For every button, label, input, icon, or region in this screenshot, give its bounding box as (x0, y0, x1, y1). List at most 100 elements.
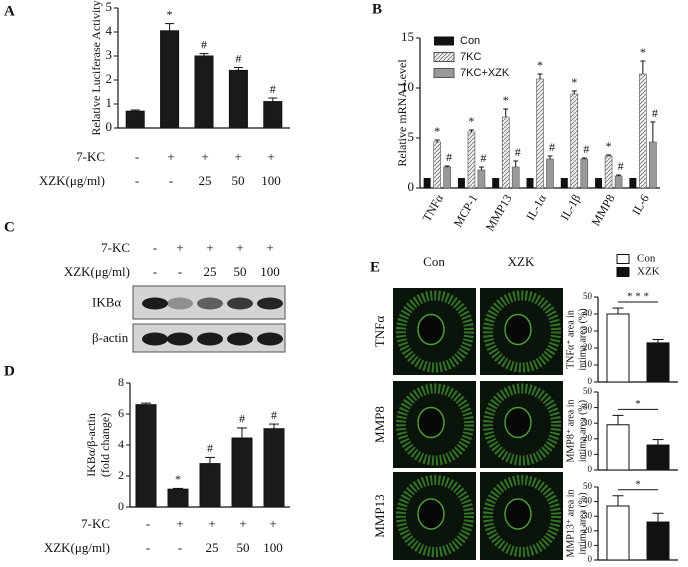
treatment-value: - (135, 173, 139, 188)
row-label: TNFα (372, 316, 387, 348)
row-label: MMP8 (372, 406, 387, 443)
treatment-value: - (146, 540, 150, 555)
y-tick-label: 2 (106, 71, 113, 86)
panel-label: B (372, 1, 382, 17)
bar (501, 116, 510, 189)
legend-swatch (616, 267, 630, 277)
significance-mark: # (239, 412, 245, 426)
vessel-wall (396, 475, 474, 557)
treatment-value: - (153, 264, 157, 279)
y-tick-label: 50 (583, 291, 593, 301)
panel-label: C (4, 219, 15, 235)
legend-label: 7KC (460, 51, 481, 63)
y-tick-label: 3 (106, 47, 113, 62)
significance-mark: * (175, 472, 181, 486)
treatment-label: 7-KC (81, 516, 110, 531)
bar (167, 488, 189, 508)
significance-mark: # (480, 151, 486, 165)
treatment-value: - (178, 264, 182, 279)
treatment-label: 7-KC (76, 149, 105, 164)
treatment-value: + (266, 240, 273, 255)
significance-mark: # (271, 408, 277, 422)
blot-band (197, 332, 223, 346)
treatment-value: + (236, 240, 243, 255)
vessel-wall (483, 383, 561, 466)
significance-mark: * (503, 93, 509, 107)
y-tick-label: 0 (588, 376, 593, 386)
significance-mark: # (618, 159, 624, 173)
bar (263, 428, 285, 508)
blot-band (197, 297, 223, 310)
y-tick-label: 4 (106, 23, 113, 38)
legend-label: 7KC+XZK (460, 67, 510, 79)
significance-mark: * (640, 45, 646, 59)
bar (526, 178, 534, 188)
y-tick-label: 30 (583, 510, 593, 520)
significance-mark: # (549, 140, 555, 154)
treatment-value: - (146, 516, 150, 531)
significance-mark: * (537, 58, 543, 72)
treatment-value: + (269, 516, 276, 531)
blot-band (142, 297, 168, 310)
bar (194, 55, 214, 129)
treatment-label: 7-KC (101, 240, 130, 255)
treatment-value: - (135, 149, 139, 164)
y-tick-label: 10 (401, 79, 414, 94)
bar (604, 155, 613, 189)
vessel-wall (483, 290, 561, 373)
blot-band (257, 297, 283, 310)
bar (125, 110, 145, 129)
significance-mark: # (235, 51, 241, 65)
significance-mark: # (207, 441, 213, 455)
legend-label: Con (460, 35, 480, 47)
y-tick-label: 30 (583, 325, 593, 335)
bar (511, 166, 520, 189)
blot-band (227, 332, 253, 346)
treatment-value: 100 (260, 264, 280, 279)
y-tick-label: 10 (583, 359, 593, 369)
y-tick-label: 4 (118, 437, 124, 451)
treatment-value: + (206, 240, 213, 255)
y-tick-label: 5 (408, 129, 415, 144)
bar (606, 313, 630, 383)
y-tick-label: 50 (583, 386, 593, 396)
treatment-value: + (208, 516, 215, 531)
blot-band (142, 332, 168, 346)
treatment-value: 25 (204, 264, 217, 279)
y-tick-label: 5 (106, 0, 113, 14)
treatment-label: XZK(μg/ml) (39, 173, 105, 188)
panel-label: A (4, 3, 15, 19)
bar (536, 78, 544, 189)
y-tick-label: 10 (583, 539, 593, 549)
x-tick-label: TNFα (420, 191, 447, 224)
bar (646, 521, 670, 561)
y-tick-label: 0 (588, 554, 593, 564)
column-label: Con (423, 254, 445, 269)
treatment-value: 50 (237, 540, 250, 555)
legend-label: Con (637, 253, 656, 265)
legend-label: XZK (637, 266, 660, 278)
vessel-lumen (417, 498, 445, 530)
treatment-value: + (176, 516, 183, 531)
treatment-value: - (178, 540, 182, 555)
treatment-value: 25 (206, 540, 219, 555)
y-tick-label: 20 (583, 342, 593, 352)
y-tick-label: 40 (583, 402, 593, 412)
bar (606, 505, 630, 561)
y-axis-label: MMP13⁺ area in (565, 489, 576, 557)
y-tick-label: 30 (583, 417, 593, 427)
significance-mark: # (270, 82, 276, 96)
bar (646, 342, 670, 383)
bar (135, 404, 157, 508)
bar (228, 69, 248, 129)
y-tick-label: 10 (583, 448, 593, 458)
blot-band (167, 332, 193, 346)
panel-label: D (4, 363, 15, 379)
legend-swatch (434, 36, 454, 46)
y-axis-label: intima area (%) (577, 308, 588, 370)
significance-mark: * (571, 75, 577, 89)
significance-label: * * * (627, 291, 649, 303)
vessel-lumen (504, 313, 532, 346)
y-axis-label: (fold change) (98, 413, 112, 477)
